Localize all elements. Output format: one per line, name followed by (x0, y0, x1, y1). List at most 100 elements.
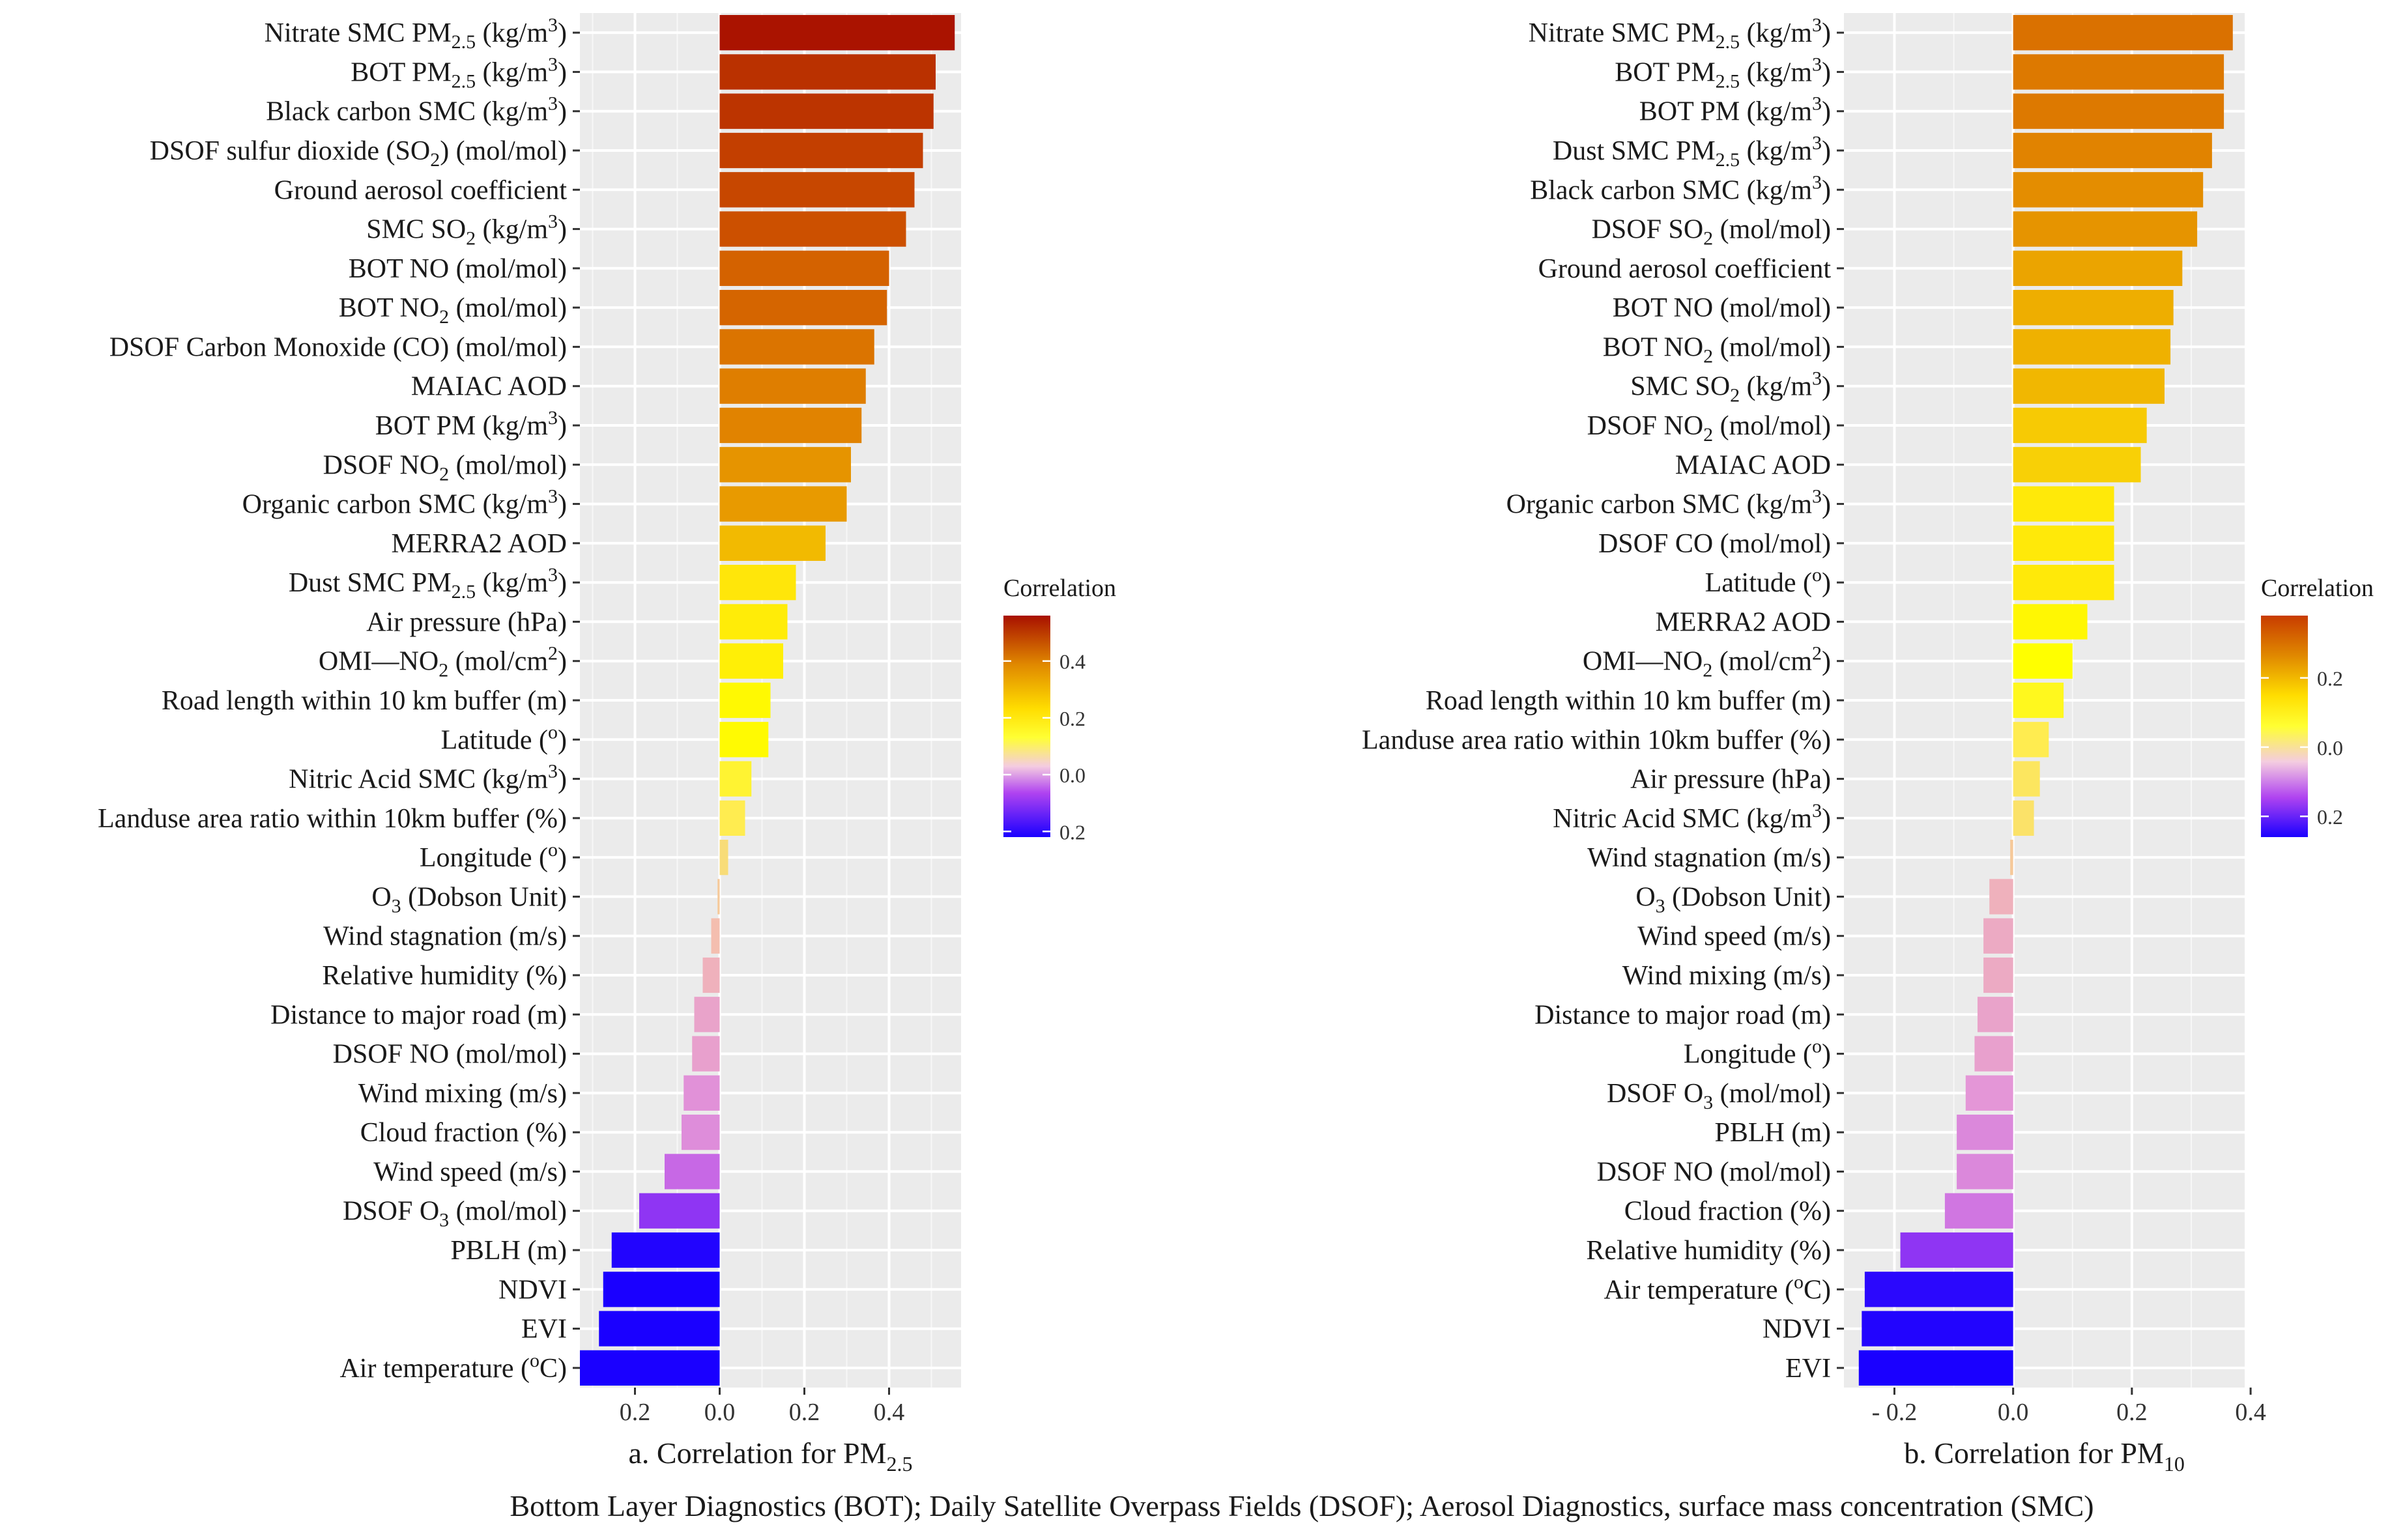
panel-a-bar (719, 486, 847, 522)
legend-b-title: Correlation (2261, 575, 2374, 602)
panel-b-bar (1989, 879, 2013, 915)
panel-b-x-tick-label: 0.4 (2235, 1399, 2266, 1426)
panel-b-y-tick-label: Air pressure (hPa) (1630, 765, 1831, 795)
panel-b-y-tick-label: Latitude (o) (1705, 564, 1831, 598)
panel-b-bar (2013, 447, 2141, 483)
panel-b-y-tick-label: Wind stagnation (m/s) (1587, 843, 1831, 873)
panel-b-y-tick-label: Dust SMC PM2.5 (kg/m3) (1553, 132, 1831, 171)
panel-a-bar (711, 918, 720, 954)
panel-a-bar (719, 761, 752, 797)
panel-b-bar (2013, 604, 2088, 640)
panel-a-y-tick-label: Black carbon SMC (kg/m3) (266, 93, 567, 127)
panel-b-y-tick-label: DSOF NO2 (mol/mol) (1587, 411, 1831, 446)
panel-a-bar (580, 1350, 720, 1386)
panel-a-bar (702, 957, 720, 993)
panel-a-bar (603, 1272, 720, 1307)
panel-a-correlation-pm25: Nitrate SMC PM2.5 (kg/m3)BOT PM2.5 (kg/m… (98, 13, 961, 1476)
panel-a-y-tick-label: Longitude (o) (420, 839, 567, 873)
panel-b-bar (2013, 93, 2224, 129)
panel-a-bar (719, 525, 826, 561)
panel-a-y-tick-label: Wind stagnation (m/s) (323, 922, 567, 952)
panel-b-y-tick-label: Black carbon SMC (kg/m3) (1530, 171, 1831, 205)
figure-caption: Bottom Layer Diagnostics (BOT); Daily Sa… (510, 1489, 2094, 1522)
panel-b-y-tick-label: Nitric Acid SMC (kg/m3) (1553, 800, 1831, 834)
panel-a-bar (719, 643, 783, 679)
panel-a-y-tick-label: Dust SMC PM2.5 (kg/m3) (289, 564, 567, 603)
panel-b-bar (2013, 290, 2174, 326)
panel-a-bar (719, 407, 862, 444)
panel-b-bar (1965, 1075, 2013, 1111)
panel-b-bar (2010, 840, 2013, 876)
panel-a-y-tick-label: Road length within 10 km buffer (m) (162, 686, 567, 716)
panel-b-y-tick-label: BOT NO (mol/mol) (1613, 293, 1831, 323)
panel-b-bar (2013, 407, 2147, 444)
panel-b-bar (1858, 1350, 2013, 1386)
panel-a-bar (611, 1232, 720, 1268)
panel-a-bar (683, 1075, 720, 1111)
legend-a-tick-label: 0.2 (1059, 707, 1086, 730)
panel-b-y-tick-label: Distance to major road (m) (1534, 1000, 1831, 1030)
panel-b-y-tick-label: DSOF CO (mol/mol) (1598, 529, 1831, 559)
panel-b-bar (2013, 211, 2198, 247)
panel-a-y-tick-label: PBLH (m) (451, 1236, 568, 1266)
panel-b-bar (1862, 1311, 2013, 1347)
panel-b-bar (1900, 1232, 2013, 1268)
panel-a-bar (719, 211, 906, 247)
panel-b-y-tick-label: Longitude (o) (1684, 1036, 1831, 1070)
panel-a-y-tick-label: Air pressure (hPa) (366, 607, 567, 637)
panel-a-bar (682, 1115, 720, 1150)
panel-a-x-tick-label: 0.0 (704, 1399, 736, 1426)
panel-a-bar (639, 1193, 720, 1229)
panel-a-bar (719, 250, 889, 286)
panel-a-y-tick-label: MAIAC AOD (411, 372, 567, 402)
panel-a-y-tick-label: DSOF Carbon Monoxide (CO) (mol/mol) (109, 332, 567, 362)
panel-b-bar (1864, 1272, 2013, 1307)
panel-b-bar (2013, 800, 2034, 836)
legend-a-colorbar (1003, 616, 1050, 837)
panel-a-y-tick-label: SMC SO2 (kg/m3) (366, 211, 567, 250)
panel-b-y-tick-label: Landuse area ratio within 10km buffer (%… (1362, 725, 1831, 755)
panel-a-x-tick-label: 0.2 (789, 1399, 820, 1426)
panel-b-y-tick-label: Road length within 10 km buffer (m) (1426, 686, 1831, 716)
panel-a-bar (719, 132, 923, 169)
legend-b-tick-label: 0.2 (2317, 667, 2343, 691)
panel-a-bar (719, 172, 915, 208)
panel-a-y-tick-label: Organic carbon SMC (kg/m3) (242, 486, 567, 520)
panel-a-bar (719, 800, 745, 836)
panel-b-y-tick-label: Wind mixing (m/s) (1622, 961, 1831, 991)
panel-a-y-tick-label: DSOF sulfur dioxide (SO2) (mol/mol) (150, 136, 567, 171)
panel-b-bar (1957, 1154, 2013, 1190)
panel-b-y-tick-label: BOT NO2 (mol/mol) (1603, 332, 1831, 367)
panel-a-y-tick-label: Wind mixing (m/s) (358, 1079, 567, 1109)
panel-b-y-tick-label: NDVI (1763, 1315, 1831, 1345)
panel-b-bar (2013, 722, 2049, 758)
panel-a-y-tick-label: Latitude (o) (441, 721, 567, 755)
panel-a-y-tick-label: BOT NO2 (mol/mol) (339, 293, 567, 328)
panel-b-bar (1974, 1036, 2013, 1072)
panel-a-y-tick-label: DSOF NO (mol/mol) (333, 1040, 567, 1070)
panel-b-bar (1957, 1115, 2013, 1150)
panel-b-y-tick-label: MERRA2 AOD (1655, 607, 1831, 637)
panel-a-bar (694, 997, 720, 1033)
legend-a-tick-label: 0.2 (1059, 820, 1086, 844)
legend-b-colorbar (2261, 616, 2308, 837)
panel-b-bar (2013, 250, 2183, 286)
panel-b-y-tick-label: MAIAC AOD (1675, 450, 1831, 480)
panel-b-bar (2013, 15, 2233, 51)
panel-b-bar (2013, 565, 2114, 601)
panel-a-bar (692, 1036, 720, 1072)
panel-b-bar (2013, 54, 2224, 90)
panel-a-y-tick-label: OMI—NO2 (mol/cm2) (319, 643, 567, 681)
panel-a-y-tick-label: Nitrate SMC PM2.5 (kg/m3) (265, 14, 567, 53)
panel-a-x-tick-label: 0.2 (620, 1399, 651, 1426)
panel-a-bar (719, 565, 796, 601)
panel-b-y-tick-label: OMI—NO2 (mol/cm2) (1583, 643, 1831, 681)
panel-b-x-tick-label: 0.0 (1998, 1399, 2029, 1426)
panel-a-y-tick-label: MERRA2 AOD (391, 529, 567, 559)
panel-a-x-axis-title: a. Correlation for PM2.5 (628, 1436, 912, 1476)
panel-b-y-tick-label: Nitrate SMC PM2.5 (kg/m3) (1529, 14, 1831, 53)
panel-a-bar (665, 1154, 720, 1190)
panel-b-bar (1983, 918, 2013, 954)
panel-b-y-tick-label: DSOF NO (mol/mol) (1597, 1157, 1831, 1187)
